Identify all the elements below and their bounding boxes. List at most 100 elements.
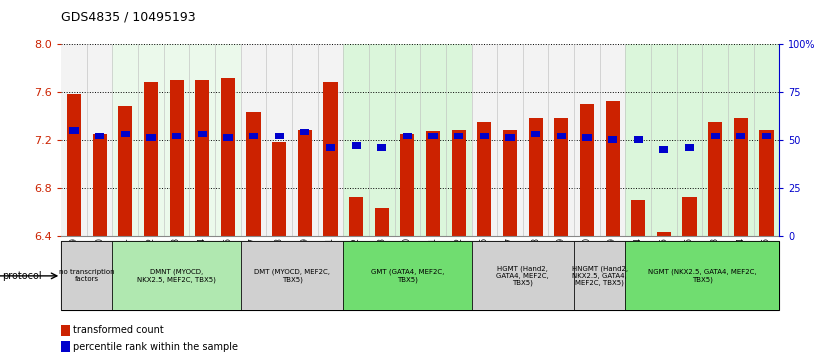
Bar [349,197,363,236]
Bar [633,136,643,143]
Bar [146,134,156,141]
Bar [703,44,728,236]
Bar [113,241,241,310]
Bar [736,132,746,139]
Bar [554,118,568,236]
Text: HGMT (Hand2,
GATA4, MEF2C,
TBX5): HGMT (Hand2, GATA4, MEF2C, TBX5) [496,265,549,286]
Bar [708,122,722,236]
Bar [531,131,540,137]
Bar [344,241,472,310]
Bar [659,146,668,153]
Bar [375,208,388,236]
Bar [580,104,594,236]
Bar [61,241,113,310]
Bar [762,132,771,139]
Text: transformed count: transformed count [73,325,163,335]
Bar [583,134,592,141]
Bar [144,82,158,236]
Bar [92,134,107,236]
Bar [477,122,491,236]
Bar [61,325,70,336]
Text: HNGMT (Hand2,
NKX2.5, GATA4,
MEF2C, TBX5): HNGMT (Hand2, NKX2.5, GATA4, MEF2C, TBX5… [572,265,628,286]
Bar [215,44,241,236]
Bar [61,44,86,236]
Bar [69,127,78,134]
Bar [608,136,617,143]
Bar [344,44,369,236]
Bar [86,44,113,236]
Bar [298,130,312,236]
Bar [754,44,779,236]
Bar [395,44,420,236]
Bar [369,44,395,236]
Bar [138,44,164,236]
Bar [574,241,625,310]
Bar [95,132,104,139]
Bar [323,82,338,236]
Text: no transcription
factors: no transcription factors [59,269,115,282]
Bar [497,44,523,236]
Bar [292,44,317,236]
Bar [221,78,235,236]
Bar [711,132,720,139]
Bar [548,44,574,236]
Bar [480,132,489,139]
Bar [728,44,754,236]
Bar [170,79,184,236]
Bar [266,44,292,236]
Bar [472,241,574,310]
Bar [121,131,130,137]
Bar [300,129,309,135]
Bar [246,112,260,236]
Bar [67,94,81,236]
Bar [574,44,600,236]
Bar [403,132,412,139]
Bar [241,44,266,236]
Text: NGMT (NKX2.5, GATA4, MEF2C,
TBX5): NGMT (NKX2.5, GATA4, MEF2C, TBX5) [648,269,756,283]
Bar [326,144,335,151]
Bar [657,232,671,236]
Bar [113,44,138,236]
Bar [651,44,676,236]
Bar [529,118,543,236]
Bar [523,44,548,236]
Bar [272,142,286,236]
Bar [195,79,209,236]
Bar [760,130,774,236]
Bar [352,142,361,149]
Bar [426,131,440,236]
Bar [451,130,466,236]
Bar [189,44,215,236]
Bar [377,144,387,151]
Bar [317,44,344,236]
Bar [420,44,446,236]
Bar [446,44,472,236]
Bar [401,134,415,236]
Text: GMT (GATA4, MEF2C,
TBX5): GMT (GATA4, MEF2C, TBX5) [370,269,444,283]
Bar [428,132,437,139]
Bar [600,44,625,236]
Bar [249,132,258,139]
Bar [61,341,70,352]
Bar [631,200,645,236]
Bar [224,134,233,141]
Text: DMT (MYOCD, MEF2C,
TBX5): DMT (MYOCD, MEF2C, TBX5) [254,269,330,283]
Bar [557,132,566,139]
Bar [676,44,703,236]
Bar [625,241,779,310]
Bar [685,144,694,151]
Bar [164,44,189,236]
Bar [682,197,697,236]
Bar [197,131,207,137]
Bar [118,106,132,236]
Bar [503,130,517,236]
Bar [605,101,619,236]
Bar [172,132,181,139]
Bar [505,134,515,141]
Bar [625,44,651,236]
Bar [472,44,497,236]
Bar [454,132,463,139]
Bar [241,241,344,310]
Text: GDS4835 / 10495193: GDS4835 / 10495193 [61,11,196,24]
Text: protocol: protocol [2,271,42,281]
